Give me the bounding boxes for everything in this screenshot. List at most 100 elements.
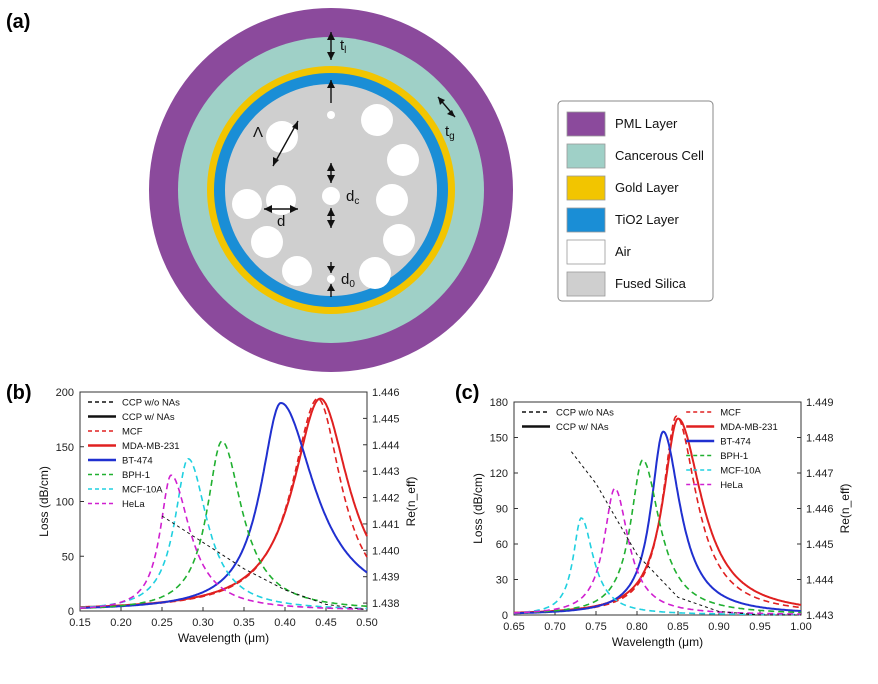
legend-entry: BT-474: [122, 456, 153, 467]
tg-label: tg: [445, 123, 455, 142]
legend-entry: HeLa: [720, 480, 743, 491]
y-tick-label: 150: [56, 442, 74, 454]
legend-entry: MCF-10A: [720, 466, 761, 477]
chart-b: 0.15 0.20 0.25 0.30 0.35 0.40 0.45 0.50 0 50 100 15…: [37, 387, 418, 645]
x-tick-label: 0.95: [749, 621, 770, 633]
d0-label: d0: [341, 271, 355, 290]
legend-entry: MCF: [122, 427, 143, 438]
legend-label: Fused Silica: [615, 276, 687, 291]
y2-tick-label: 1.444: [806, 575, 834, 587]
panel-label-c: (c): [455, 382, 479, 404]
y2-tick-label: 1.447: [806, 468, 834, 480]
plot-frame: [513, 401, 802, 616]
legend-swatch: [566, 239, 606, 265]
y2-tick-label: 1.442: [372, 493, 400, 505]
air-hole: [282, 256, 312, 286]
legend-label: TiO2 Layer: [615, 212, 679, 227]
air-hole: [387, 144, 419, 176]
legend-entry: BPH-1: [122, 470, 150, 481]
lambda-label: Λ: [253, 124, 263, 141]
legend-swatch: [566, 271, 606, 297]
y2-axis-title: Re(n_eff): [838, 484, 852, 534]
air-hole: [376, 184, 408, 216]
y2-axis-title: Re(n_eff): [404, 477, 418, 527]
legend-entry: MCF-10A: [122, 485, 163, 496]
legend-label: Gold Layer: [615, 180, 679, 195]
air-hole: [251, 226, 283, 258]
y-tick-label: 30: [496, 575, 508, 587]
air-hole: [383, 224, 415, 256]
x-tick-label: 0.25: [151, 617, 172, 629]
legend-label: PML Layer: [615, 116, 678, 131]
series-line: [514, 459, 801, 614]
legend-entry: MDA-MB-231: [122, 441, 180, 452]
neff-line: [571, 451, 801, 616]
air-hole: [322, 187, 340, 205]
x-tick-label: 0.85: [667, 621, 688, 633]
y-tick-label: 100: [56, 497, 74, 509]
air-hole: [327, 275, 335, 283]
lambda-arrow: [272, 120, 299, 167]
legend-label: Cancerous Cell: [615, 148, 704, 163]
y2-tick-label: 1.439: [372, 572, 400, 584]
legend-swatch: [566, 111, 606, 137]
y2-tick-label: 1.444: [372, 440, 400, 452]
y2-tick-label: 1.446: [806, 504, 834, 516]
y-tick-label: 120: [490, 468, 508, 480]
y2-tick-label: 1.446: [372, 387, 400, 399]
legend-entry: CCP w/ NAs: [556, 422, 609, 433]
y-tick-label: 90: [496, 504, 508, 516]
legend-swatch: [566, 143, 606, 169]
legend-swatch: [566, 207, 606, 233]
x-tick-label: 0.50: [356, 617, 377, 629]
cross-section-legend: PML Layer Cancerous Cell Gold Layer TiO2 La…: [557, 100, 714, 302]
series-line: [80, 474, 368, 610]
x-tick-label: 0.20: [110, 617, 131, 629]
air-hole: [359, 257, 391, 289]
y-axis-title: Loss (dB/cm): [37, 466, 51, 537]
y-tick-label: 50: [62, 551, 74, 563]
y-axis-title: Loss (dB/cm): [471, 473, 485, 544]
x-tick-label: 0.65: [503, 621, 524, 633]
fiber-cross-section: tl tg Λ d dc d0: [149, 8, 513, 372]
x-tick-label: 0.40: [274, 617, 295, 629]
series-line: [80, 401, 368, 609]
legend-entry: BT-474: [720, 437, 751, 448]
x-tick-label: 1.00: [790, 621, 811, 633]
x-axis-title: Wavelength (μm): [612, 635, 703, 649]
x-axis-title: Wavelength (μm): [178, 631, 269, 645]
x-tick-label: 0.35: [233, 617, 254, 629]
y2-tick-label: 1.441: [372, 519, 400, 531]
y-tick-label: 0: [502, 610, 508, 622]
dc-label: dc: [346, 188, 359, 207]
x-tick-label: 0.30: [192, 617, 213, 629]
air-hole: [327, 111, 335, 119]
legend-label: Air: [615, 244, 632, 259]
tl-label: tl: [340, 37, 346, 56]
x-tick-label: 0.75: [585, 621, 606, 633]
y-tick-label: 150: [490, 433, 508, 445]
series-line: [514, 430, 801, 615]
x-tick-label: 0.70: [544, 621, 565, 633]
y2-tick-label: 1.438: [372, 598, 400, 610]
air-hole: [266, 185, 296, 215]
y2-tick-label: 1.448: [806, 433, 834, 445]
neff-line: [161, 515, 368, 611]
y-tick-label: 0: [68, 606, 74, 618]
series-line: [514, 487, 801, 615]
legend-entry: HeLa: [122, 499, 145, 510]
panel-label-b: (b): [6, 382, 32, 404]
panel-label-a: (a): [6, 11, 30, 33]
legend-entry: CCP w/o NAs: [556, 408, 614, 419]
air-hole: [361, 104, 393, 136]
legend-swatch: [566, 175, 606, 201]
d-label: d: [277, 213, 285, 230]
y-tick-label: 180: [490, 397, 508, 409]
air-holes: [232, 104, 419, 289]
air-hole: [232, 189, 262, 219]
x-tick-label: 0.15: [69, 617, 90, 629]
x-tick-label: 0.45: [315, 617, 336, 629]
y2-tick-label: 1.445: [806, 539, 834, 551]
y2-tick-label: 1.443: [372, 466, 400, 478]
y2-tick-label: 1.449: [806, 397, 834, 409]
